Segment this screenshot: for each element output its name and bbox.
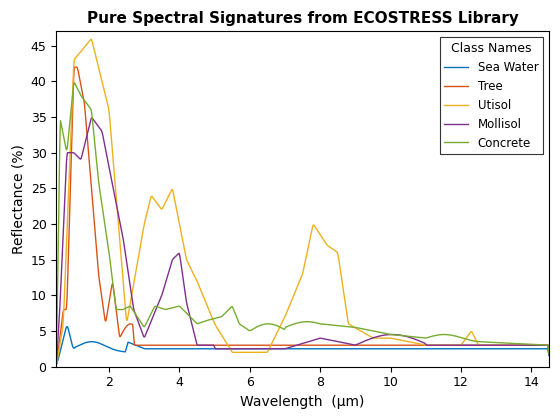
Utisol	[223, 340, 230, 345]
Sea Water	[63, 324, 70, 329]
Title: Pure Spectral Signatures from ECOSTRESS Library: Pure Spectral Signatures from ECOSTRESS …	[87, 11, 519, 26]
Tree	[312, 343, 319, 348]
Mollisol	[172, 254, 179, 259]
Utisol	[539, 343, 545, 348]
Sea Water	[453, 346, 460, 351]
Mollisol	[545, 351, 552, 356]
Utisol	[172, 204, 179, 209]
Utisol	[88, 37, 95, 42]
Mollisol	[223, 346, 230, 351]
X-axis label: Wavelength  (μm): Wavelength (μm)	[240, 395, 365, 409]
Utisol	[453, 343, 460, 348]
Concrete	[172, 304, 179, 310]
Sea Water	[53, 362, 59, 367]
Sea Water	[172, 346, 179, 351]
Concrete	[281, 327, 287, 332]
Mollisol	[88, 116, 95, 121]
Sea Water	[539, 346, 545, 351]
Tree	[281, 343, 287, 348]
Utisol	[545, 351, 552, 356]
Concrete	[71, 80, 78, 85]
Concrete	[539, 342, 545, 347]
Line: Utisol: Utisol	[56, 39, 549, 365]
Utisol	[312, 224, 319, 229]
Concrete	[453, 334, 460, 339]
Concrete	[223, 310, 230, 315]
Line: Sea Water: Sea Water	[56, 327, 549, 365]
Mollisol	[539, 343, 545, 348]
Tree	[539, 343, 545, 348]
Tree	[545, 351, 552, 356]
Sea Water	[223, 346, 230, 351]
Tree	[223, 343, 230, 348]
Line: Concrete: Concrete	[56, 83, 549, 354]
Mollisol	[453, 343, 460, 348]
Utisol	[281, 316, 287, 321]
Mollisol	[53, 361, 59, 366]
Concrete	[545, 351, 552, 356]
Concrete	[53, 351, 59, 356]
Sea Water	[545, 353, 552, 358]
Sea Water	[312, 346, 319, 351]
Tree	[53, 362, 59, 368]
Tree	[71, 65, 78, 70]
Sea Water	[281, 346, 287, 351]
Y-axis label: Reflectance (%): Reflectance (%)	[11, 144, 25, 254]
Legend: Sea Water, Tree, Utisol, Mollisol, Concrete: Sea Water, Tree, Utisol, Mollisol, Concr…	[440, 37, 543, 154]
Line: Mollisol: Mollisol	[56, 118, 549, 363]
Utisol	[53, 363, 59, 368]
Line: Tree: Tree	[56, 67, 549, 365]
Mollisol	[281, 346, 287, 351]
Tree	[453, 343, 460, 348]
Mollisol	[312, 337, 319, 342]
Concrete	[312, 320, 319, 325]
Tree	[172, 343, 179, 348]
